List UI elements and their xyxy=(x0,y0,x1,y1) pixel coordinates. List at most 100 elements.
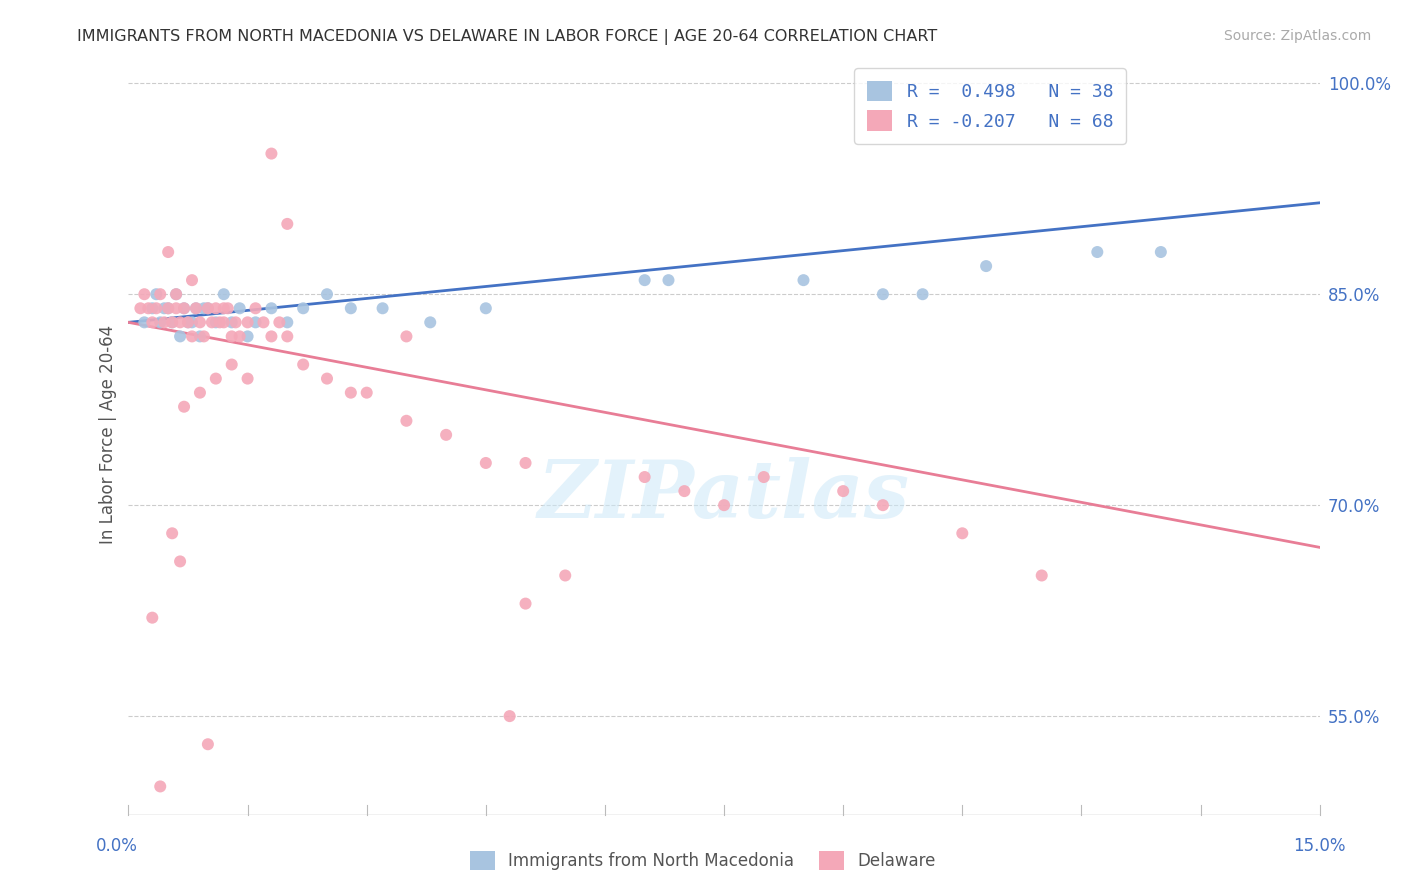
Point xyxy=(974,259,997,273)
Point xyxy=(188,385,211,400)
Point xyxy=(872,498,894,512)
Point xyxy=(177,315,200,329)
Point xyxy=(316,287,339,301)
Point xyxy=(160,526,183,541)
Point xyxy=(173,400,195,414)
Point xyxy=(371,301,394,316)
Legend: Immigrants from North Macedonia, Delaware: Immigrants from North Macedonia, Delawar… xyxy=(464,844,942,877)
Point xyxy=(260,146,283,161)
Point xyxy=(212,287,235,301)
Point xyxy=(197,301,219,316)
Point xyxy=(340,385,363,400)
Point xyxy=(245,301,267,316)
Point xyxy=(129,301,152,316)
Point xyxy=(160,315,183,329)
Point xyxy=(872,287,894,301)
Point xyxy=(419,315,441,329)
Point xyxy=(950,526,973,541)
Point xyxy=(160,315,183,329)
Point xyxy=(157,301,180,316)
Point xyxy=(634,273,657,287)
Point xyxy=(276,329,298,343)
Point xyxy=(169,315,191,329)
Point xyxy=(165,287,187,301)
Point xyxy=(276,315,298,329)
Point xyxy=(197,301,219,316)
Point xyxy=(153,301,176,316)
Point xyxy=(212,301,235,316)
Point xyxy=(169,329,191,343)
Point xyxy=(245,315,267,329)
Point xyxy=(157,301,180,316)
Point xyxy=(197,737,219,751)
Point xyxy=(269,315,291,329)
Point xyxy=(515,597,537,611)
Point xyxy=(208,315,231,329)
Point xyxy=(221,329,243,343)
Point xyxy=(260,301,283,316)
Point xyxy=(165,287,187,301)
Point xyxy=(193,301,215,316)
Point xyxy=(475,301,498,316)
Text: 15.0%: 15.0% xyxy=(1294,837,1346,855)
Point xyxy=(181,315,204,329)
Point xyxy=(236,315,259,329)
Point xyxy=(225,315,247,329)
Point xyxy=(1150,245,1173,260)
Point xyxy=(911,287,934,301)
Text: 0.0%: 0.0% xyxy=(96,837,138,855)
Point xyxy=(236,371,259,385)
Point xyxy=(434,427,457,442)
Point xyxy=(212,315,235,329)
Point xyxy=(134,287,156,301)
Point xyxy=(356,385,378,400)
Point xyxy=(141,315,163,329)
Point xyxy=(205,371,228,385)
Point xyxy=(395,329,418,343)
Point xyxy=(673,484,696,499)
Point xyxy=(221,358,243,372)
Point xyxy=(136,301,159,316)
Point xyxy=(276,217,298,231)
Point xyxy=(752,470,775,484)
Point xyxy=(395,414,418,428)
Point xyxy=(188,315,211,329)
Point xyxy=(554,568,576,582)
Point xyxy=(173,301,195,316)
Y-axis label: In Labor Force | Age 20-64: In Labor Force | Age 20-64 xyxy=(100,326,117,544)
Point xyxy=(145,301,167,316)
Point xyxy=(141,301,163,316)
Point xyxy=(252,315,274,329)
Legend: R =  0.498   N = 38, R = -0.207   N = 68: R = 0.498 N = 38, R = -0.207 N = 68 xyxy=(855,68,1126,144)
Point xyxy=(181,329,204,343)
Point xyxy=(316,371,339,385)
Point xyxy=(141,610,163,624)
Point xyxy=(149,287,172,301)
Point xyxy=(228,329,250,343)
Point xyxy=(205,301,228,316)
Point xyxy=(832,484,855,499)
Point xyxy=(145,287,167,301)
Point xyxy=(173,301,195,316)
Point xyxy=(201,315,224,329)
Point xyxy=(498,709,520,723)
Point xyxy=(792,273,814,287)
Point xyxy=(515,456,537,470)
Point xyxy=(1085,245,1108,260)
Text: IMMIGRANTS FROM NORTH MACEDONIA VS DELAWARE IN LABOR FORCE | AGE 20-64 CORRELATI: IMMIGRANTS FROM NORTH MACEDONIA VS DELAW… xyxy=(77,29,938,45)
Point xyxy=(292,301,315,316)
Point xyxy=(634,470,657,484)
Point xyxy=(217,301,239,316)
Text: ZIPatlas: ZIPatlas xyxy=(538,457,910,534)
Point xyxy=(236,329,259,343)
Point xyxy=(157,245,180,260)
Point xyxy=(292,358,315,372)
Point xyxy=(221,315,243,329)
Point xyxy=(181,273,204,287)
Point xyxy=(169,554,191,568)
Point xyxy=(713,498,735,512)
Point xyxy=(228,301,250,316)
Point xyxy=(188,329,211,343)
Point xyxy=(193,329,215,343)
Point xyxy=(340,301,363,316)
